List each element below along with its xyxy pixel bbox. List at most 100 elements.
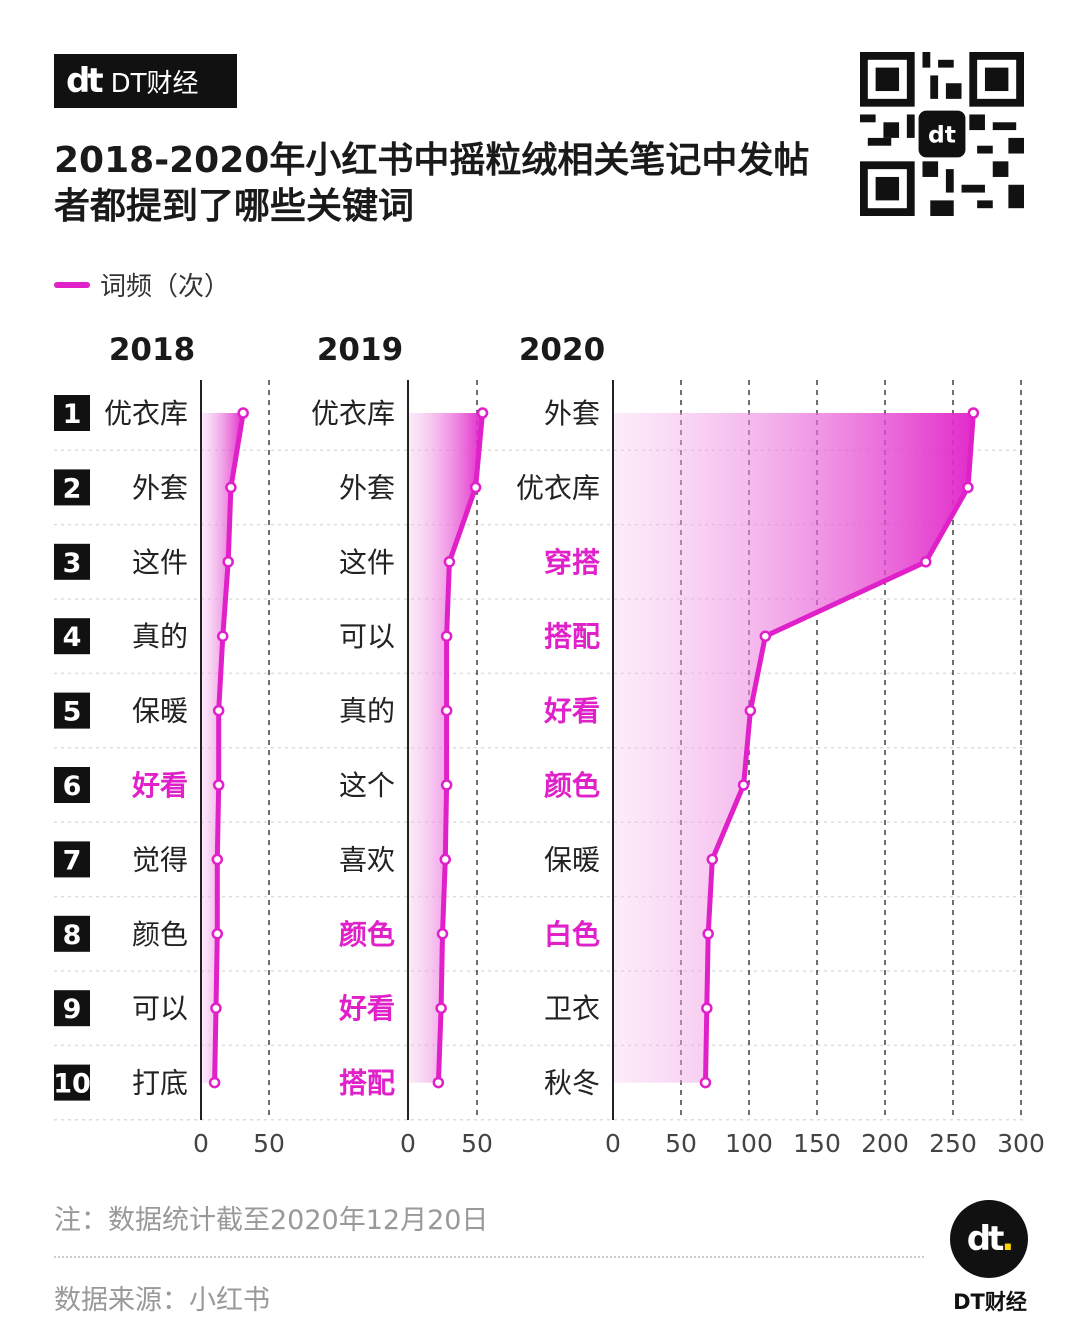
rank-box — [54, 990, 90, 1027]
category-label: 颜色 — [339, 918, 395, 951]
x-tick-label: 300 — [997, 1129, 1045, 1158]
dt-logo-text: dt — [966, 1219, 1005, 1259]
rank-number: 7 — [63, 845, 82, 876]
brand-name: DT财经 — [110, 68, 199, 99]
category-label: 颜色 — [544, 769, 600, 802]
rank-number: 4 — [63, 622, 82, 653]
category-label: 可以 — [339, 620, 395, 653]
panel-year-heading: 2018 — [109, 332, 195, 368]
category-label: 外套 — [132, 471, 188, 504]
category-label: 这件 — [132, 546, 188, 579]
data-point — [701, 1002, 713, 1014]
series-line — [212, 410, 246, 1086]
data-source: 数据来源：小红书 — [54, 1285, 270, 1316]
series-line — [703, 410, 976, 1086]
data-point — [211, 853, 224, 866]
x-tick-label: 50 — [461, 1129, 493, 1158]
chart-title: 2018-2020年小红书中摇粒绒相关笔记中发帖者都提到了哪些关键词 — [54, 140, 810, 227]
panel-year-heading: 2019 — [317, 332, 403, 368]
data-point — [702, 928, 714, 940]
rank-box — [54, 692, 90, 729]
data-point — [225, 481, 237, 494]
data-point — [469, 481, 482, 494]
data-point — [237, 407, 249, 419]
rank-box — [54, 841, 90, 878]
x-tick-label: 200 — [861, 1129, 909, 1158]
rank-number: 8 — [63, 920, 82, 951]
category-label: 优衣库 — [311, 397, 395, 430]
series-line — [435, 410, 485, 1086]
category-label: 好看 — [543, 695, 600, 728]
category-label: 卫衣 — [544, 992, 600, 1025]
category-label: 搭配 — [339, 1067, 395, 1100]
category-label: 颜色 — [132, 918, 188, 951]
data-point — [432, 1076, 445, 1089]
category-label: 外套 — [544, 397, 600, 430]
data-point — [759, 630, 772, 642]
category-label: 真的 — [132, 620, 188, 653]
rank-number: 5 — [63, 697, 82, 728]
rank-number: 9 — [63, 994, 82, 1025]
series-area — [201, 413, 244, 1083]
category-label: 保暖 — [544, 843, 600, 876]
x-tick-label: 0 — [605, 1129, 621, 1158]
dt-logo-icon: dt. — [950, 1200, 1028, 1278]
legend: 词频（次） — [54, 266, 230, 303]
data-point — [476, 407, 489, 419]
data-point — [962, 481, 974, 494]
rank-number: 2 — [63, 473, 82, 504]
category-label: 优衣库 — [104, 397, 188, 430]
category-label: 外套 — [339, 471, 395, 504]
x-tick-label: 50 — [665, 1129, 697, 1158]
rank-number: 10 — [53, 1069, 91, 1100]
category-label: 优衣库 — [516, 471, 600, 504]
rank-box — [54, 543, 90, 580]
data-point — [211, 928, 224, 940]
category-label: 穿搭 — [544, 546, 600, 579]
category-label: 搭配 — [544, 620, 600, 653]
category-label: 打底 — [132, 1067, 188, 1100]
data-point — [436, 928, 449, 940]
footer-divider — [54, 1256, 924, 1258]
category-label: 真的 — [339, 695, 395, 728]
x-tick-label: 250 — [929, 1129, 977, 1158]
footnote: 注：数据统计截至2020年12月20日 — [54, 1205, 489, 1236]
x-tick-label: 0 — [193, 1129, 209, 1158]
data-point — [439, 853, 452, 866]
rank-box — [54, 1064, 90, 1101]
category-label: 喜欢 — [339, 843, 395, 876]
category-label: 白色 — [544, 918, 600, 951]
category-label: 好看 — [131, 769, 188, 802]
x-tick-label: 0 — [400, 1129, 416, 1158]
legend-label: 词频（次） — [100, 272, 231, 302]
data-point — [440, 779, 453, 791]
data-point — [967, 407, 980, 419]
svg-text:dt: dt — [928, 121, 956, 149]
rank-number: 6 — [63, 771, 82, 802]
data-point — [210, 1002, 222, 1014]
data-point — [744, 704, 757, 717]
brand-badge: dt DT财经 — [54, 54, 237, 108]
rank-number: 1 — [63, 399, 82, 430]
x-tick-label: 100 — [725, 1129, 773, 1158]
x-tick-label: 150 — [793, 1129, 841, 1158]
category-label: 这个 — [339, 769, 395, 802]
data-point — [212, 779, 225, 791]
data-point — [208, 1076, 221, 1089]
rank-number: 3 — [63, 548, 82, 579]
data-point — [222, 556, 234, 568]
rank-box — [54, 618, 90, 655]
category-label: 秋冬 — [544, 1067, 600, 1100]
rank-box — [54, 915, 90, 952]
qr-code-icon: dt — [860, 52, 1024, 216]
category-label: 保暖 — [132, 695, 188, 728]
series-area — [613, 413, 974, 1083]
data-point — [706, 853, 719, 866]
data-point — [440, 630, 453, 642]
brand-logo-icon: dt — [66, 61, 104, 101]
panel-year-heading: 2020 — [519, 332, 605, 368]
dt-logo-caption: DT财经 — [953, 1290, 1027, 1314]
x-tick-label: 50 — [253, 1129, 285, 1158]
data-point — [699, 1076, 712, 1089]
